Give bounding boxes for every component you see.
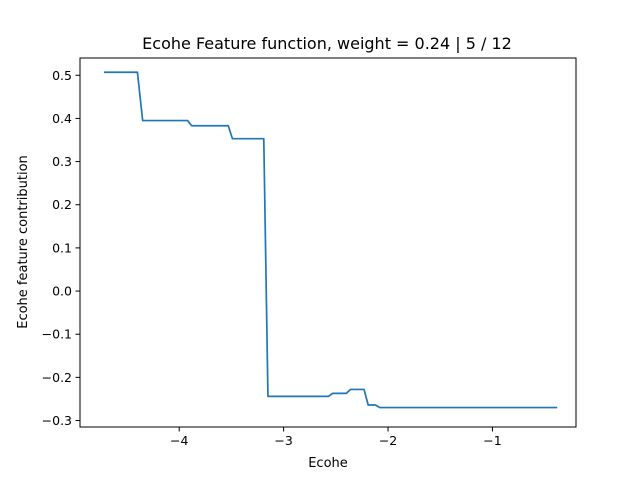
y-tick-label: −0.2 — [42, 370, 72, 385]
x-tick-label: −4 — [170, 433, 188, 448]
y-tick-label: −0.3 — [42, 413, 72, 428]
x-tick-label: −1 — [483, 433, 501, 448]
plot-area — [79, 57, 577, 428]
x-tick-label: −3 — [274, 433, 292, 448]
x-tick-label: −2 — [379, 433, 397, 448]
y-tick-label: 0.1 — [52, 240, 72, 255]
y-tick-label: 0.4 — [52, 111, 72, 126]
series-layer — [104, 71, 558, 409]
x-axis-ticks: −4 −3 −2 −1 — [170, 427, 502, 448]
y-tick-label: −0.1 — [42, 327, 72, 342]
y-tick-label: 0.0 — [52, 284, 72, 299]
y-axis-label: Ecohe feature contribution — [16, 155, 31, 329]
chart-title: Ecohe Feature function, weight = 0.24 | … — [142, 34, 512, 53]
feature-function-line — [104, 71, 558, 409]
y-tick-label: 0.3 — [52, 154, 72, 169]
plot-frame — [79, 57, 577, 428]
y-tick-label: 0.5 — [52, 68, 72, 83]
y-tick-label: 0.2 — [52, 197, 72, 212]
x-axis-label: Ecohe — [308, 456, 348, 471]
y-axis-ticks: 0.5 0.4 0.3 0.2 0.1 0.0 −0.1 −0.2 −0.3 — [42, 68, 80, 428]
